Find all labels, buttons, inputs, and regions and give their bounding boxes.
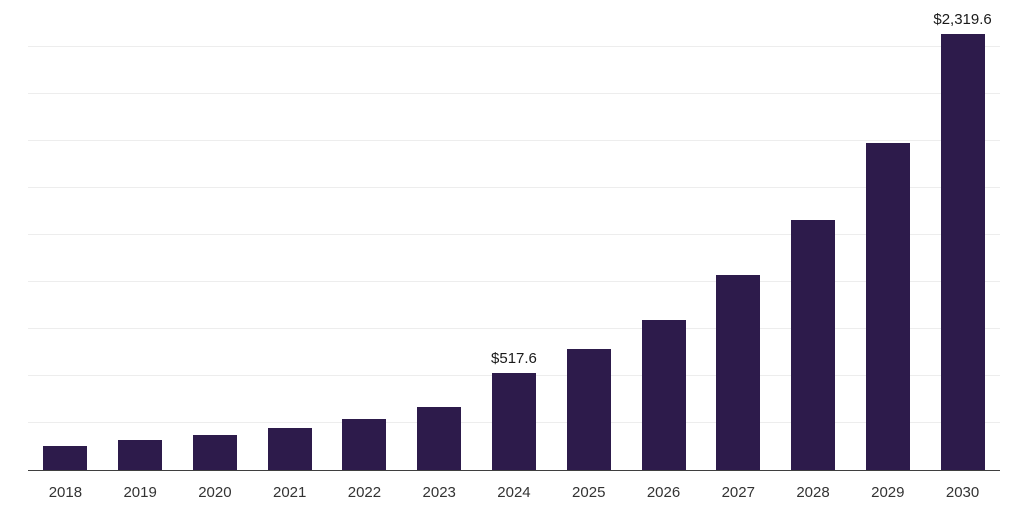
bar-value-label-2030: $2,319.6: [933, 10, 992, 28]
bar-column-2019: [103, 0, 178, 470]
bars-container: $517.6 $2,319.6: [28, 0, 1000, 470]
bar-column-2021: [252, 0, 327, 470]
x-axis-label-2026: 2026: [646, 484, 681, 501]
bar-column-2027: [701, 0, 776, 470]
bar-column-2020: [178, 0, 253, 470]
bar-column-2024: $517.6: [477, 0, 552, 470]
bar-2022: [342, 419, 387, 470]
x-axis-label-2021: 2021: [272, 484, 307, 501]
gridline: [28, 281, 1000, 282]
bar-column-2030: $2,319.6: [925, 0, 1000, 470]
bar-2030: $2,319.6: [933, 11, 992, 470]
bar-2028: [791, 219, 836, 470]
gridline: [28, 187, 1000, 188]
bar-2018: [43, 445, 88, 470]
bar-2024: $517.6: [491, 350, 537, 470]
gridline: [28, 234, 1000, 235]
x-axis-label-2020: 2020: [198, 484, 232, 501]
bar-2021: [267, 428, 312, 470]
x-axis-labels: 2018 2019 2020 2021 2022 2023 2024 2025 2026 2027…: [28, 471, 1000, 512]
bar-2020: [192, 434, 237, 470]
bar-column-2028: [776, 0, 851, 470]
bar-2027: [716, 275, 761, 470]
bar-column-2029: [850, 0, 925, 470]
x-axis-label-2030: 2030: [945, 484, 980, 501]
bar-2023: [417, 407, 462, 470]
gridline: [28, 46, 1000, 47]
bar-2025: [566, 348, 611, 470]
bar-2026: [641, 319, 686, 470]
gridline: [28, 328, 1000, 329]
x-axis-label-2019: 2019: [123, 484, 157, 501]
bar-column-2018: [28, 0, 103, 470]
x-axis-label-2022: 2022: [347, 484, 382, 501]
bar-2019: [118, 440, 163, 470]
bar-column-2022: [327, 0, 402, 470]
x-axis-label-2025: 2025: [572, 484, 606, 501]
bar-column-2025: [551, 0, 626, 470]
bar-column-2026: [626, 0, 701, 470]
x-axis-label-2029: 2029: [871, 484, 905, 501]
x-axis-label-2023: 2023: [422, 484, 456, 501]
plot-area: $517.6 $2,319.6: [28, 0, 1000, 471]
gridline: [28, 93, 1000, 94]
bar-value-label-2024: $517.6: [491, 349, 537, 367]
x-axis-label-2027: 2027: [721, 484, 755, 501]
x-axis-label-2018: 2018: [48, 484, 83, 501]
x-axis-label-2028: 2028: [796, 484, 830, 501]
bar-column-2023: [402, 0, 477, 470]
gridline: [28, 140, 1000, 141]
bar-2029: [865, 142, 910, 470]
x-axis-label-2024: 2024: [497, 484, 531, 501]
